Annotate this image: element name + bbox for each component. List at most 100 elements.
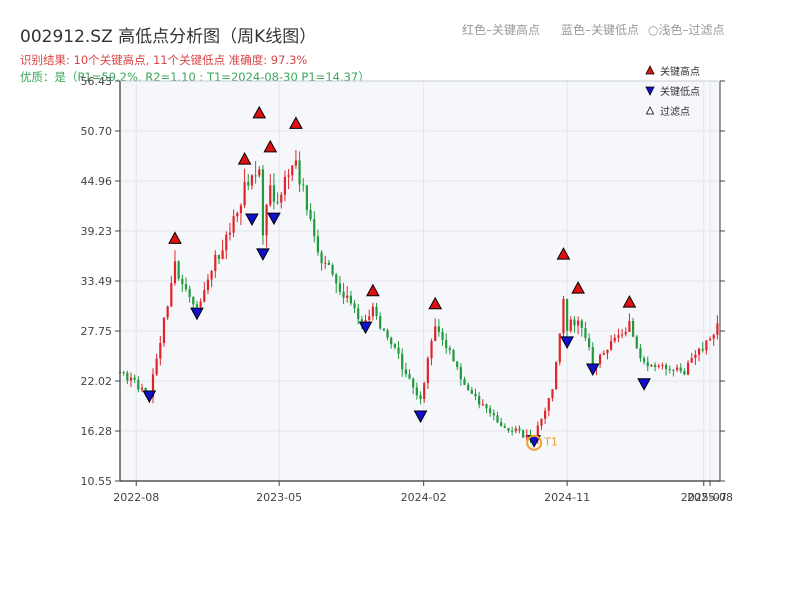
- x-tick-label: 2023-05: [256, 491, 302, 504]
- candle-body: [562, 298, 565, 334]
- candle-body: [195, 304, 199, 307]
- candle-body: [518, 428, 521, 431]
- legend-blue-note: 蓝色–关键低点: [561, 23, 640, 37]
- candle-body: [155, 358, 158, 375]
- candle-body: [228, 232, 232, 235]
- candle-body: [151, 374, 155, 398]
- candle-body: [272, 185, 276, 202]
- candle-body: [588, 338, 591, 348]
- candle-body: [445, 340, 448, 349]
- candle-body: [536, 425, 539, 440]
- candle-body: [617, 335, 620, 338]
- key-low-marker: [413, 410, 428, 424]
- candle-body: [712, 334, 715, 339]
- key-high-marker: [622, 295, 637, 308]
- candle-body: [419, 395, 422, 399]
- candle-body: [467, 384, 470, 390]
- candle-body: [463, 379, 466, 385]
- legend-filtered-note: ○浅色–过滤点: [648, 21, 725, 38]
- candle-body: [232, 216, 235, 233]
- candle-body: [298, 160, 301, 185]
- y-tick-label: 27.75: [81, 325, 113, 338]
- candle-body: [327, 262, 331, 266]
- legend-high-label: 关键高点: [660, 65, 700, 78]
- t1-circle: [526, 434, 543, 451]
- candle-body: [672, 369, 675, 371]
- candle-body: [181, 278, 184, 285]
- candle-body: [580, 320, 583, 329]
- candle-body: [324, 262, 327, 264]
- candle-body: [500, 422, 503, 427]
- candle-body: [584, 328, 587, 339]
- candle-body: [489, 408, 492, 414]
- candle-body: [635, 336, 638, 349]
- x-tick-label: 2024-02: [401, 491, 447, 504]
- key-low-marker: [358, 321, 373, 335]
- candle-body: [481, 404, 484, 406]
- candle-body: [316, 236, 320, 253]
- key-low-marker: [637, 378, 651, 391]
- key-low-marker: [560, 336, 574, 349]
- key-high-marker: [252, 105, 267, 119]
- key-high-marker: [366, 283, 380, 297]
- candle-body: [679, 367, 682, 372]
- candle-body: [716, 323, 719, 335]
- candle-body: [683, 371, 686, 375]
- key-low-marker: [585, 363, 600, 376]
- candle-body: [613, 337, 616, 342]
- candle-body: [353, 303, 356, 309]
- legend-filtered-icon: [645, 106, 655, 115]
- candle-body: [437, 326, 440, 332]
- candle-body: [357, 308, 360, 320]
- candle-body: [393, 344, 396, 348]
- key-high-marker: [556, 247, 571, 260]
- legend-low-icon: [645, 86, 655, 96]
- candle-body: [642, 358, 646, 362]
- candle-body: [404, 369, 407, 375]
- candle-body: [668, 369, 671, 371]
- candle-body: [320, 252, 323, 264]
- candle-body: [426, 358, 429, 384]
- key-high-marker: [237, 152, 252, 165]
- x-tick-label: 2025-07: [681, 491, 727, 504]
- y-tick-label: 44.96: [81, 175, 113, 188]
- candle-body: [346, 295, 349, 298]
- candle-body: [342, 291, 345, 298]
- candle-body: [511, 430, 514, 432]
- key-low-marker: [190, 307, 204, 321]
- candle-body: [606, 349, 609, 354]
- candle-body: [162, 317, 166, 344]
- candle-body: [258, 169, 261, 176]
- candle-body: [547, 398, 550, 411]
- candle-body: [254, 175, 257, 177]
- candle-body: [390, 337, 393, 345]
- candle-body: [492, 413, 495, 416]
- y-tick-label: 50.70: [81, 125, 113, 138]
- candle-body: [217, 254, 221, 259]
- candle-body: [525, 434, 528, 438]
- candle-body: [653, 364, 657, 368]
- candle-body: [577, 320, 580, 326]
- y-tick-label: 10.55: [81, 475, 113, 488]
- candle-body: [137, 379, 140, 390]
- candle-body: [558, 333, 561, 363]
- candle-body: [690, 358, 693, 363]
- key-high-marker: [289, 116, 303, 129]
- candle-body: [639, 348, 642, 359]
- candle-body: [664, 364, 668, 370]
- candle-body: [452, 350, 455, 362]
- candle-body: [265, 204, 268, 236]
- t1-label: T1: [543, 436, 558, 449]
- candle-body: [225, 234, 228, 251]
- candle-body: [177, 261, 180, 279]
- candle-body: [609, 341, 613, 350]
- key-high-marker: [168, 231, 182, 244]
- candle-body: [184, 284, 188, 290]
- candle-body: [485, 404, 488, 409]
- candle-body: [657, 365, 660, 368]
- candle-body: [221, 250, 224, 259]
- candle-body: [397, 347, 400, 354]
- candle-body: [269, 185, 272, 205]
- candle-body: [415, 387, 418, 396]
